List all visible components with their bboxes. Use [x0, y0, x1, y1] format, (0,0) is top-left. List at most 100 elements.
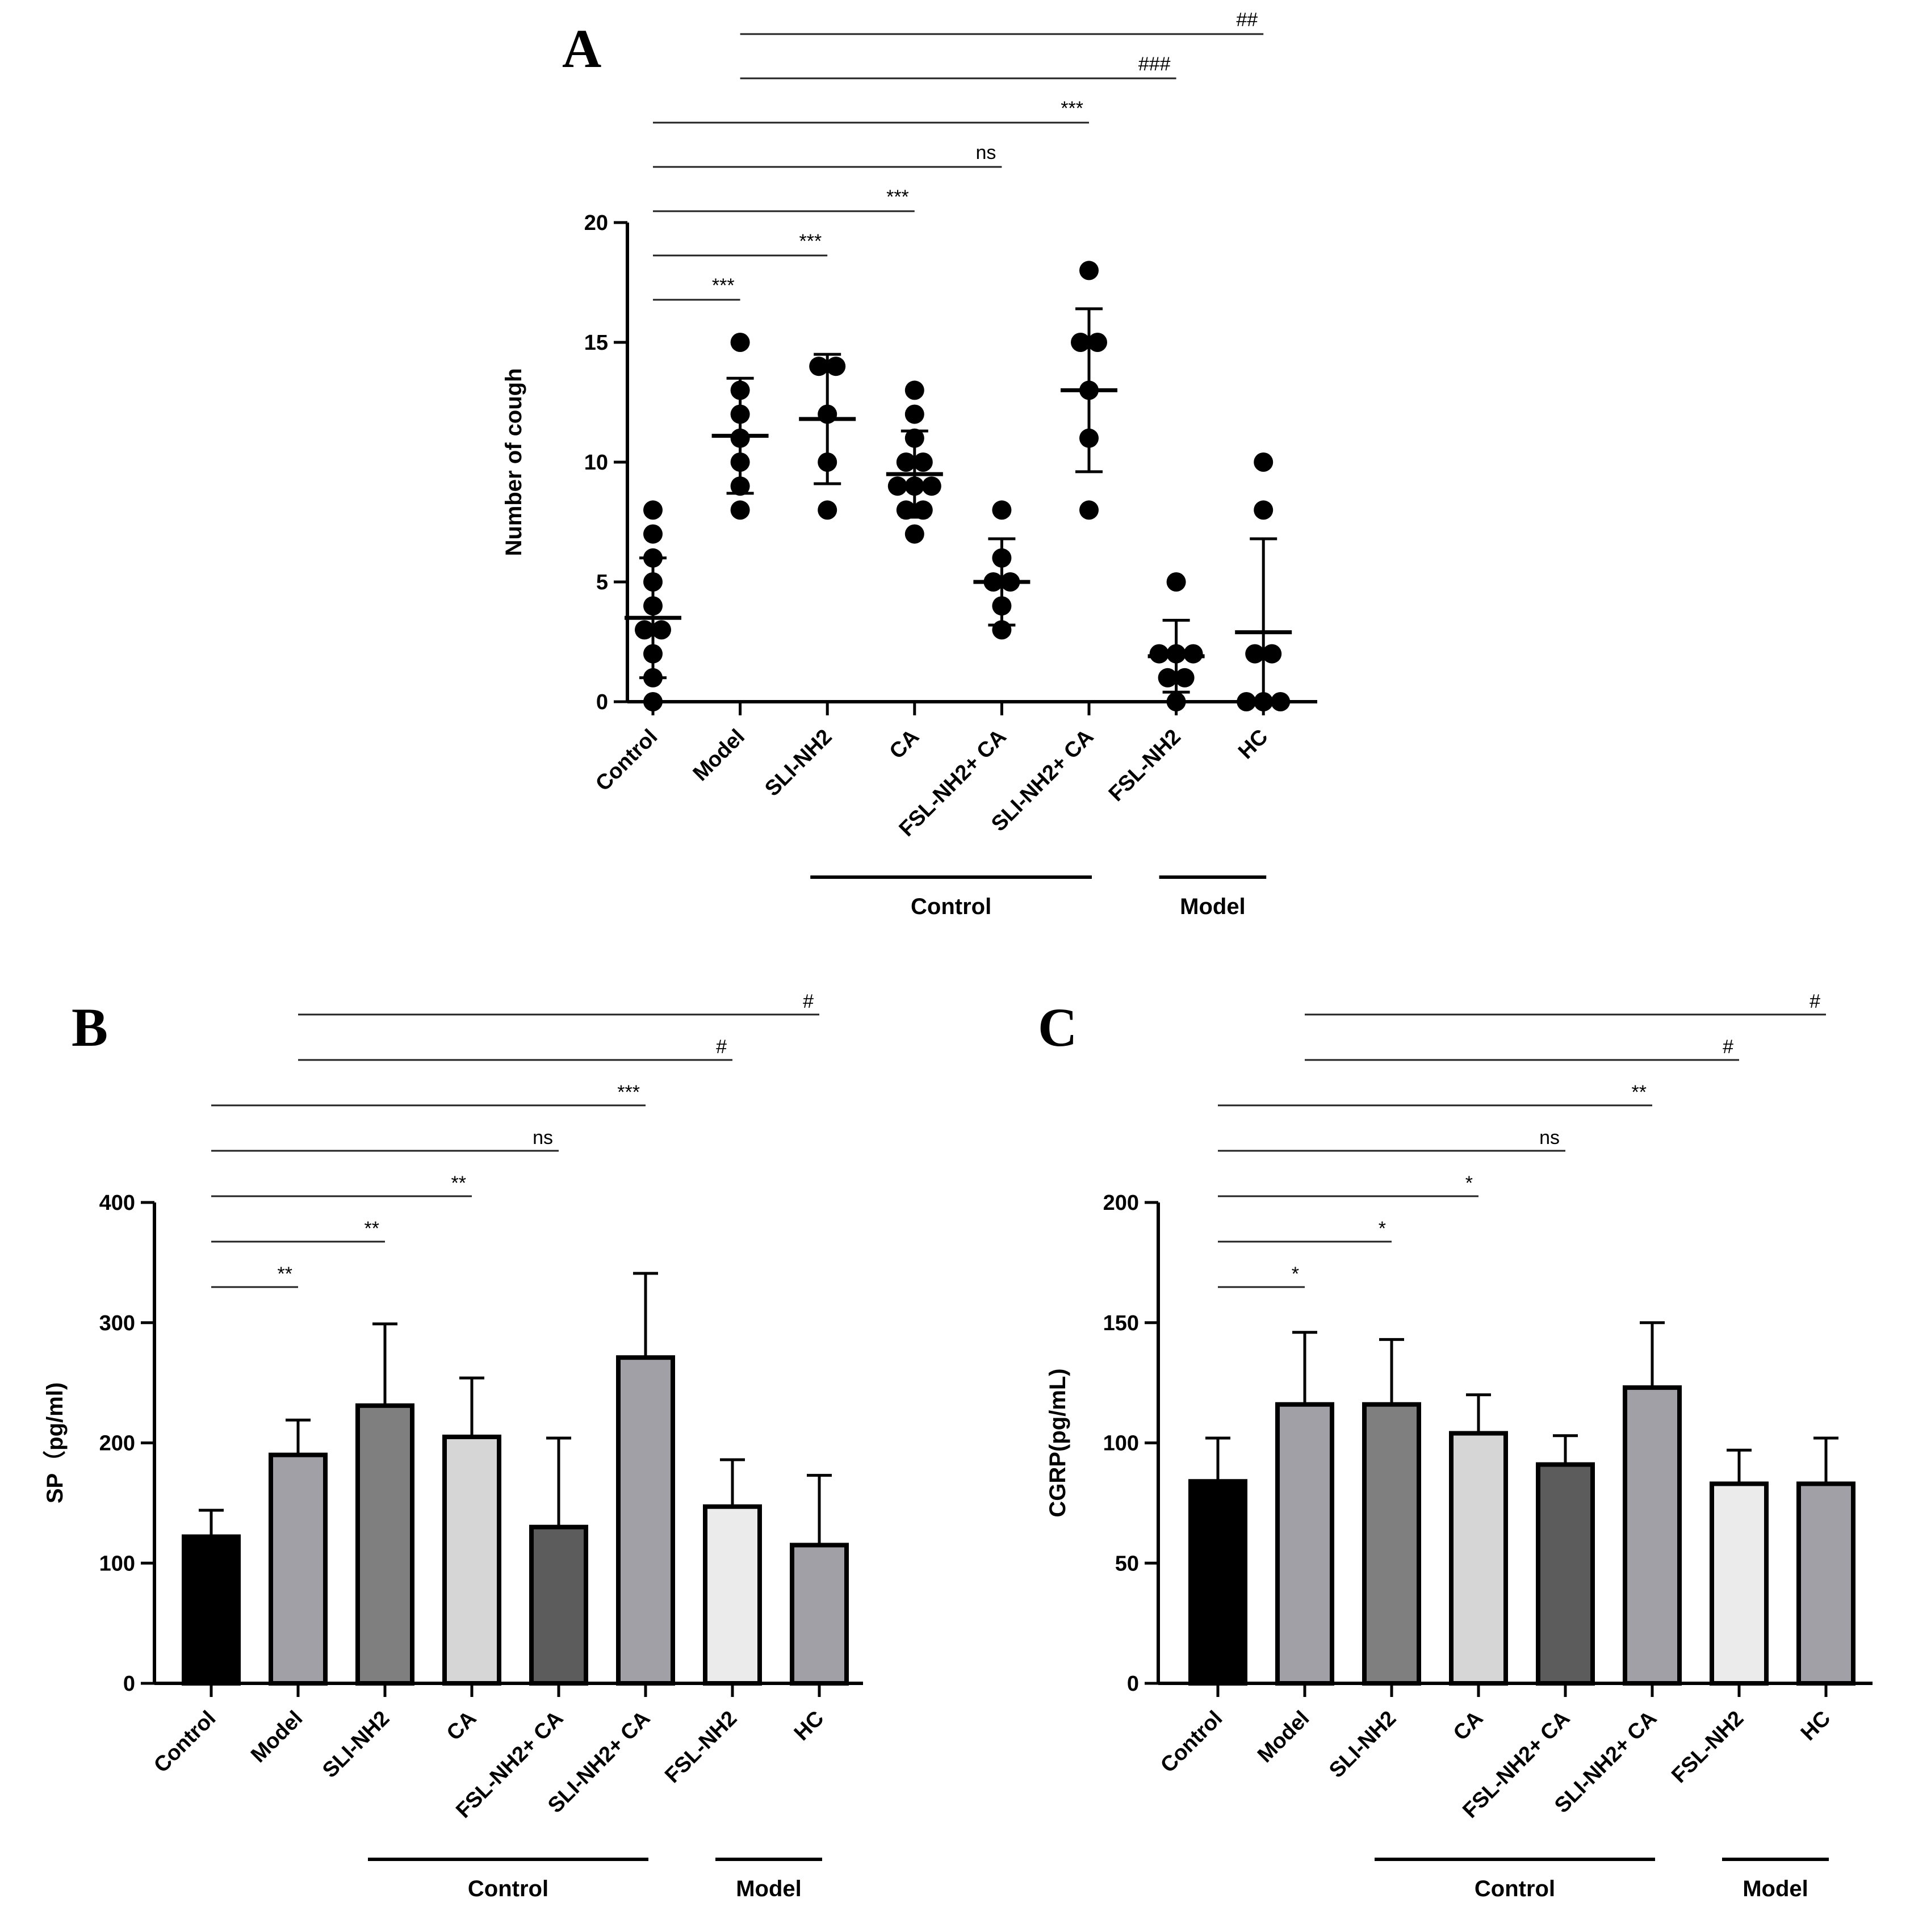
x-tick-label: FSL-NH2 [1667, 1707, 1748, 1788]
data-point [896, 500, 916, 520]
y-tick-label: 100 [1103, 1432, 1139, 1456]
data-point [1158, 668, 1178, 688]
x-tick-label: HC [790, 1707, 829, 1746]
y-tick-label: 200 [99, 1432, 135, 1456]
data-point [922, 476, 941, 496]
x-tick-label: FSL-NH2 [1104, 725, 1186, 806]
data-point [652, 620, 671, 640]
significance-label: *** [799, 231, 822, 252]
data-point [826, 357, 846, 376]
y-tick-label: 150 [1103, 1311, 1139, 1335]
x-tick-label: CA [885, 725, 924, 764]
data-point [1254, 500, 1274, 520]
bar [182, 1534, 241, 1686]
data-point [913, 500, 933, 520]
data-point [904, 380, 924, 400]
y-tick-label: 0 [596, 690, 608, 714]
x-tick-label: HC [1234, 725, 1273, 764]
y-tick-label: 300 [99, 1311, 135, 1335]
panel-a-y-axis-title: Number of cough [501, 368, 526, 556]
x-tick-label: SLI-NH2 [760, 725, 836, 801]
data-point [635, 620, 654, 640]
y-tick-label: 100 [99, 1552, 135, 1575]
y-tick-label: 0 [123, 1672, 135, 1696]
x-tick-label: CA [1449, 1707, 1488, 1746]
significance-label: * [1465, 1172, 1473, 1194]
data-point [1183, 644, 1203, 664]
group-label: Control [911, 894, 991, 919]
y-tick-label: 0 [1127, 1672, 1139, 1696]
data-point [1166, 572, 1186, 592]
panel-b-y-axis-title: SP（pg/ml) [43, 1382, 68, 1503]
x-tick-label: CA [442, 1707, 481, 1746]
group-label: Model [736, 1876, 802, 1901]
data-point [1245, 644, 1265, 664]
y-tick-label: 5 [596, 571, 608, 594]
bar [790, 1543, 849, 1686]
significance-label: # [1723, 1036, 1733, 1058]
panel-letter-b: B [72, 997, 108, 1058]
y-tick-label: 50 [1115, 1552, 1139, 1575]
significance-label: ### [1138, 53, 1171, 75]
significance-label: # [1810, 991, 1820, 1012]
panel-c-y-axis-title: CGRP(pg/mL) [1045, 1368, 1070, 1517]
bar [1796, 1481, 1855, 1686]
data-point [896, 452, 916, 472]
bar [1362, 1402, 1421, 1686]
data-point [887, 476, 907, 496]
x-tick-label: HC [1796, 1707, 1836, 1746]
significance-label: *** [712, 275, 735, 296]
y-tick-label: 400 [99, 1191, 135, 1215]
significance-label: ns [975, 142, 996, 164]
group-label: Model [1180, 894, 1246, 919]
data-point [992, 500, 1012, 520]
data-point [1175, 668, 1195, 688]
bar [1188, 1479, 1247, 1686]
data-point [913, 452, 933, 472]
significance-label: *** [617, 1082, 640, 1103]
panel-letter-c: C [1038, 997, 1077, 1058]
significance-label: ** [451, 1172, 466, 1194]
x-tick-label: Model [246, 1707, 307, 1767]
x-tick-label: Model [1253, 1707, 1314, 1767]
data-point [1071, 333, 1090, 352]
group-label: Model [1743, 1876, 1808, 1901]
bar [1275, 1402, 1334, 1686]
data-point [904, 404, 924, 424]
significance-label: # [716, 1036, 727, 1058]
bar [442, 1434, 501, 1686]
significance-label: ns [533, 1127, 553, 1149]
significance-label: *** [1061, 98, 1083, 119]
significance-label: *** [886, 186, 909, 208]
x-tick-label: Control [149, 1707, 220, 1778]
y-tick-label: 200 [1103, 1191, 1139, 1215]
data-point [809, 357, 829, 376]
x-tick-label: Model [689, 725, 749, 786]
x-tick-label: Control [1156, 1707, 1227, 1778]
data-point [1149, 644, 1169, 664]
x-tick-label: SLI-NH2 [318, 1707, 394, 1783]
bar [616, 1355, 675, 1686]
bar [1710, 1481, 1769, 1686]
significance-label: ns [1539, 1127, 1560, 1149]
x-tick-label: FSL-NH2 [660, 1707, 742, 1788]
significance-label: ## [1236, 9, 1258, 31]
data-point [730, 500, 750, 520]
data-point [1079, 500, 1099, 520]
significance-label: * [1379, 1218, 1386, 1239]
data-point [904, 524, 924, 544]
y-tick-label: 15 [584, 331, 608, 355]
group-label: Control [468, 1876, 548, 1901]
panel-letter-a: A [562, 18, 601, 79]
data-point [1262, 644, 1282, 664]
group-label: Control [1475, 1876, 1555, 1901]
significance-label: ** [1632, 1082, 1647, 1103]
bar [269, 1452, 328, 1686]
bar [529, 1524, 588, 1686]
data-point [1254, 452, 1274, 472]
data-point [1088, 333, 1107, 352]
